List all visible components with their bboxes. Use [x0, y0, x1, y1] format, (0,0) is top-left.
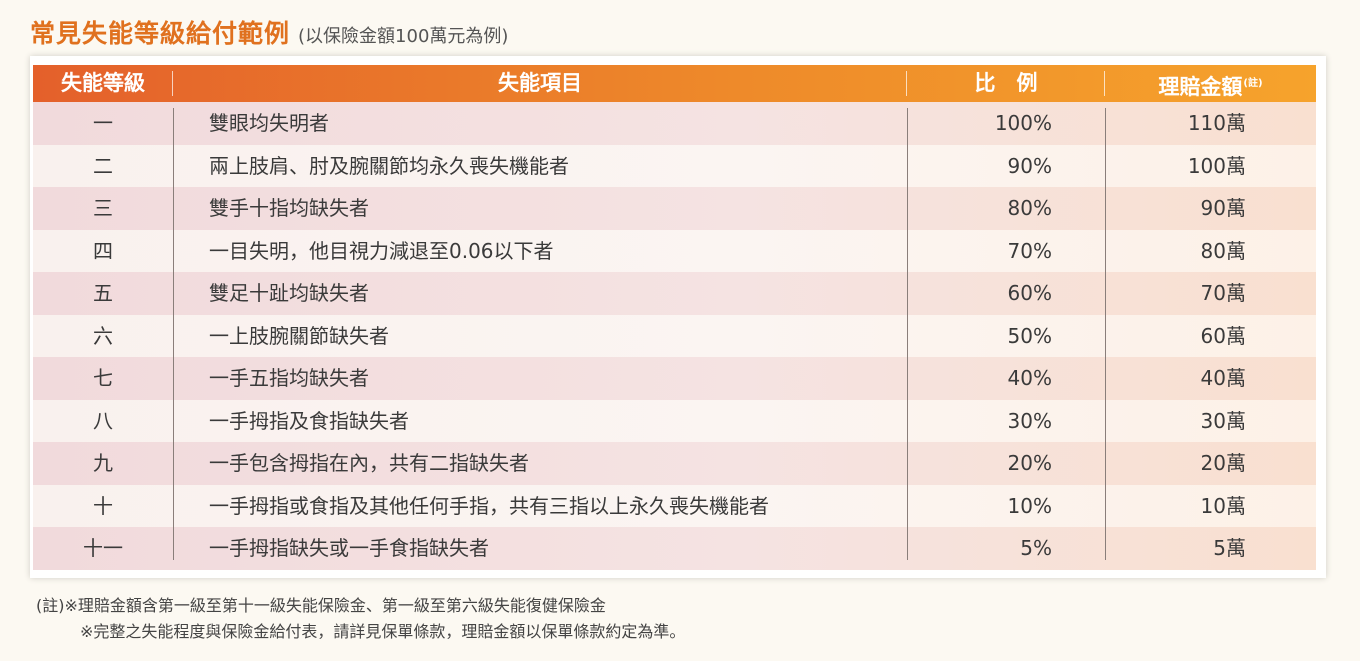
table-row: 四 一目失明，他目視力減退至0.06以下者 70% 80萬: [33, 229, 1316, 272]
title-main: 常見失能等級給付範例: [30, 19, 291, 48]
table-body: 一 雙眼均失明者 100% 110萬 二 兩上肢肩、肘及腕關節均永久喪失機能者 …: [33, 102, 1316, 570]
cell-amount: 100萬: [1187, 153, 1246, 178]
cell-amount: 10萬: [1200, 493, 1246, 518]
header-item: 失能項目: [173, 65, 907, 102]
header-amount-label: 理賠金額: [1158, 75, 1243, 99]
cell-level: 一: [93, 111, 113, 135]
cell-item: 一上肢腕關節缺失者: [209, 323, 389, 348]
column-divider-item: [907, 108, 908, 560]
column-divider-level: [173, 108, 174, 560]
cell-item: 一手拇指缺失或一手食指缺失者: [209, 536, 489, 560]
table-row: 七 一手五指均缺失者 40% 40萬: [33, 357, 1316, 400]
cell-level: 五: [93, 281, 113, 305]
cell-amount: 40萬: [1200, 366, 1246, 390]
table-row: 一 雙眼均失明者 100% 110萬: [33, 102, 1316, 145]
benefit-table: 失能等級 失能項目 比 例 理賠金額(註) 一 雙眼均失明者 100% 110萬…: [30, 56, 1326, 578]
cell-amount: 30萬: [1200, 408, 1246, 433]
table-row: 八 一手拇指及食指缺失者 30% 30萬: [33, 399, 1316, 442]
cell-amount: 5萬: [1213, 536, 1246, 560]
table-row: 三 雙手十指均缺失者 80% 90萬: [33, 187, 1316, 230]
cell-ratio: 80%: [1007, 196, 1052, 220]
cell-amount: 20萬: [1200, 451, 1246, 475]
table-row: 十一 一手拇指缺失或一手食指缺失者 5% 5萬: [33, 527, 1316, 570]
cell-ratio: 20%: [1007, 451, 1052, 475]
footnote-line-2: ※完整之失能程度與保險金給付表，請詳見保單條款，理賠金額以保單條款約定為準。: [80, 622, 686, 641]
title-subtitle: (以保險金額100萬元為例): [298, 26, 509, 47]
table-row: 九 一手包含拇指在內，共有二指缺失者 20% 20萬: [33, 442, 1316, 485]
cell-ratio: 5%: [1020, 536, 1052, 560]
cell-amount: 80萬: [1200, 238, 1246, 263]
cell-level: 二: [93, 153, 113, 178]
page-title: 常見失能等級給付範例 (以保險金額100萬元為例): [30, 14, 508, 54]
table-row: 二 兩上肢肩、肘及腕關節均永久喪失機能者 90% 100萬: [33, 144, 1316, 187]
header-amount: 理賠金額(註): [1105, 65, 1316, 102]
cell-level: 十一: [83, 536, 123, 560]
header-level: 失能等級: [33, 65, 173, 102]
cell-level: 十: [93, 493, 113, 518]
cell-item: 雙足十趾均缺失者: [209, 281, 369, 305]
cell-level: 六: [93, 323, 113, 348]
cell-level: 四: [93, 238, 113, 263]
cell-level: 八: [93, 408, 113, 433]
cell-item: 雙眼均失明者: [209, 111, 329, 135]
cell-ratio: 40%: [1007, 366, 1052, 390]
cell-item: 一手包含拇指在內，共有二指缺失者: [209, 451, 529, 475]
cell-item: 兩上肢肩、肘及腕關節均永久喪失機能者: [209, 153, 569, 178]
cell-ratio: 70%: [1007, 238, 1052, 263]
cell-ratio: 100%: [994, 111, 1052, 135]
cell-level: 九: [93, 451, 113, 475]
cell-level: 三: [93, 196, 113, 220]
table-row: 五 雙足十趾均缺失者 60% 70萬: [33, 272, 1316, 315]
cell-ratio: 90%: [1007, 153, 1052, 178]
column-divider-ratio: [1105, 108, 1106, 560]
table-row: 六 一上肢腕關節缺失者 50% 60萬: [33, 314, 1316, 357]
header-amount-note: (註): [1243, 78, 1263, 89]
footnotes: (註)※理賠金額含第一級至第十一級失能保險金、第一級至第六級失能復健保險金 ※完…: [36, 593, 685, 645]
table-row: 十 一手拇指或食指及其他任何手指，共有三指以上永久喪失機能者 10% 10萬: [33, 484, 1316, 527]
cell-amount: 90萬: [1200, 196, 1246, 220]
cell-item: 一手五指均缺失者: [209, 366, 369, 390]
header-ratio: 比 例: [907, 65, 1105, 102]
cell-level: 七: [93, 366, 113, 390]
cell-item: 一目失明，他目視力減退至0.06以下者: [209, 238, 554, 263]
cell-item: 雙手十指均缺失者: [209, 196, 369, 220]
cell-item: 一手拇指或食指及其他任何手指，共有三指以上永久喪失機能者: [209, 493, 769, 518]
cell-amount: 110萬: [1187, 111, 1246, 135]
cell-item: 一手拇指及食指缺失者: [209, 408, 409, 433]
cell-ratio: 10%: [1007, 493, 1052, 518]
cell-ratio: 60%: [1007, 281, 1052, 305]
table-header: 失能等級 失能項目 比 例 理賠金額(註): [33, 65, 1316, 102]
cell-ratio: 50%: [1007, 323, 1052, 348]
footnote-line-1: (註)※理賠金額含第一級至第十一級失能保險金、第一級至第六級失能復健保險金: [36, 596, 606, 615]
cell-amount: 70萬: [1200, 281, 1246, 305]
cell-amount: 60萬: [1200, 323, 1246, 348]
cell-ratio: 30%: [1007, 408, 1052, 433]
